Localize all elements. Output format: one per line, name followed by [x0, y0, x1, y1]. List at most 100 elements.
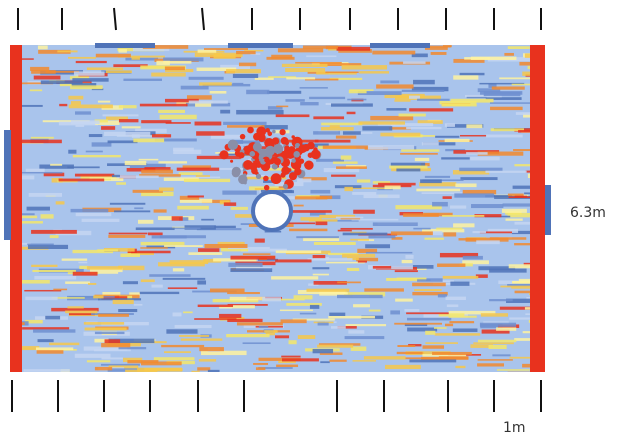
texture-streak — [22, 327, 69, 329]
texture-streak — [515, 196, 527, 198]
hotspot-dot — [257, 131, 261, 135]
texture-streak — [506, 219, 523, 221]
texture-streak — [141, 279, 155, 282]
texture-streak — [201, 219, 214, 221]
texture-streak — [490, 107, 523, 110]
texture-streak — [173, 150, 201, 154]
texture-streak — [199, 347, 224, 351]
texture-streak — [543, 269, 586, 271]
texture-streak — [97, 249, 118, 251]
texture-streak — [544, 269, 576, 271]
texture-streak — [75, 111, 91, 114]
texture-streak — [28, 245, 68, 249]
hotspot-dot — [263, 176, 269, 182]
hotspot-dot — [219, 150, 228, 159]
hotspot-dot — [273, 144, 283, 154]
texture-streak — [228, 263, 262, 267]
texture-streak — [160, 115, 197, 119]
texture-streak — [119, 347, 147, 349]
texture-streak — [453, 223, 474, 227]
texture-streak — [195, 122, 222, 126]
texture-streak — [405, 255, 413, 259]
texture-streak — [399, 114, 426, 117]
texture-streak — [357, 179, 370, 182]
texture-streak — [404, 309, 419, 312]
texture-streak — [183, 311, 193, 313]
texture-streak — [504, 53, 514, 56]
texture-streak — [348, 330, 364, 333]
texture-streak — [328, 316, 375, 318]
texture-streak — [113, 300, 134, 304]
texture-streak — [105, 339, 121, 343]
texture-streak — [172, 216, 183, 220]
texture-streak — [278, 48, 323, 52]
texture-streak — [413, 80, 435, 84]
texture-streak — [300, 102, 318, 105]
texture-streak — [74, 71, 105, 75]
texture-streak — [230, 256, 275, 260]
texture-streak — [179, 335, 209, 337]
texture-streak — [262, 297, 281, 301]
texture-streak — [96, 54, 131, 58]
texture-streak — [460, 73, 485, 75]
texture-streak — [544, 339, 585, 341]
texture-streak — [154, 357, 195, 360]
texture-streak — [346, 324, 387, 326]
texture-streak — [69, 105, 113, 109]
texture-streak — [276, 106, 288, 108]
texture-streak — [87, 266, 122, 270]
texture-streak — [140, 104, 188, 107]
texture-streak — [76, 61, 107, 63]
texture-streak — [101, 126, 115, 130]
texture-streak — [402, 90, 445, 92]
texture-streak — [347, 112, 356, 114]
texture-streak — [45, 316, 60, 320]
texture-streak — [73, 272, 98, 276]
texture-streak — [471, 57, 517, 60]
texture-streak — [33, 329, 75, 332]
texture-streak — [56, 201, 65, 204]
texture-streak — [106, 70, 132, 73]
texture-streak — [378, 183, 416, 186]
texture-streak — [303, 46, 338, 49]
texture-streak — [347, 268, 359, 271]
texture-streak — [67, 166, 99, 168]
texture-streak — [466, 124, 482, 128]
hotspot-dot — [247, 127, 254, 134]
texture-streak — [478, 359, 513, 361]
texture-streak — [31, 70, 56, 74]
texture-streak — [425, 176, 450, 178]
texture-streak — [300, 87, 328, 89]
texture-streak — [84, 322, 124, 325]
texture-streak — [391, 231, 433, 235]
texture-streak — [163, 278, 206, 280]
texture-streak — [309, 97, 345, 99]
texture-streak — [336, 166, 367, 169]
texture-streak — [453, 328, 478, 331]
texture-streak — [480, 323, 516, 327]
texture-streak — [401, 149, 439, 151]
floor-scan-view: 6.3m 1m — [0, 0, 618, 437]
hotspot-dot — [284, 145, 289, 150]
texture-streak — [344, 187, 352, 191]
texture-streak — [196, 175, 210, 177]
hotspot-dot — [283, 184, 288, 189]
texture-streak — [32, 270, 76, 272]
texture-streak — [94, 349, 131, 351]
texture-streak — [341, 155, 352, 159]
hotspot-dot — [293, 151, 300, 158]
texture-streak — [18, 172, 63, 174]
texture-streak — [337, 282, 361, 284]
texture-streak — [226, 334, 269, 337]
texture-streak — [435, 333, 481, 335]
texture-streak — [151, 285, 162, 288]
texture-streak — [73, 155, 121, 157]
texture-streak — [345, 336, 385, 339]
texture-streak — [199, 82, 232, 85]
texture-streak — [79, 266, 88, 269]
texture-streak — [308, 258, 353, 260]
texture-streak — [380, 133, 420, 137]
texture-streak — [434, 327, 447, 329]
texture-streak — [437, 264, 465, 267]
texture-streak — [37, 350, 64, 354]
